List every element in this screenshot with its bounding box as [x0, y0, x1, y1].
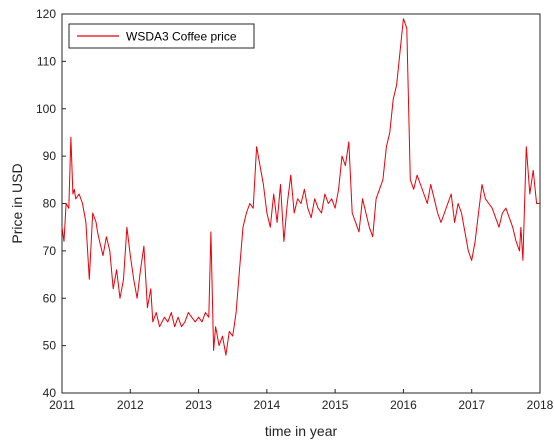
x-tick-label: 2013 — [185, 398, 212, 412]
legend: WSDA3 Coffee price — [68, 23, 255, 49]
y-tick-label: 100 — [36, 102, 56, 116]
x-tick-label: 2018 — [527, 398, 554, 412]
y-tick-label: 70 — [43, 244, 57, 258]
y-tick-label: 50 — [43, 339, 57, 353]
y-tick-label: 110 — [37, 54, 56, 68]
y-tick-label: 80 — [43, 197, 57, 211]
y-axis-label: Price in USD — [9, 163, 25, 243]
x-tick-label: 2015 — [322, 398, 349, 412]
legend-entry-label: WSDA3 Coffee price — [126, 30, 237, 44]
x-axis-label: time in year — [265, 423, 338, 439]
y-tick-label: 120 — [36, 7, 56, 21]
y-tick-label: 40 — [43, 386, 57, 400]
y-tick-label: 60 — [43, 291, 57, 305]
series-line-0 — [61, 18, 540, 356]
x-axis-ticks: 2011 2012 2013 2014 2015 2016 2017 2018 — [49, 389, 554, 412]
x-tick-label: 2016 — [390, 398, 417, 412]
x-tick-label: 2017 — [458, 398, 485, 412]
x-tick-label: 2014 — [254, 398, 281, 412]
y-tick-label: 90 — [43, 149, 57, 163]
x-tick-label: 2011 — [49, 398, 75, 412]
y-axis-ticks: 40 50 60 70 80 90 100 110 120 — [36, 7, 66, 400]
series-layer — [61, 18, 540, 356]
x-tick-label: 2012 — [117, 398, 144, 412]
